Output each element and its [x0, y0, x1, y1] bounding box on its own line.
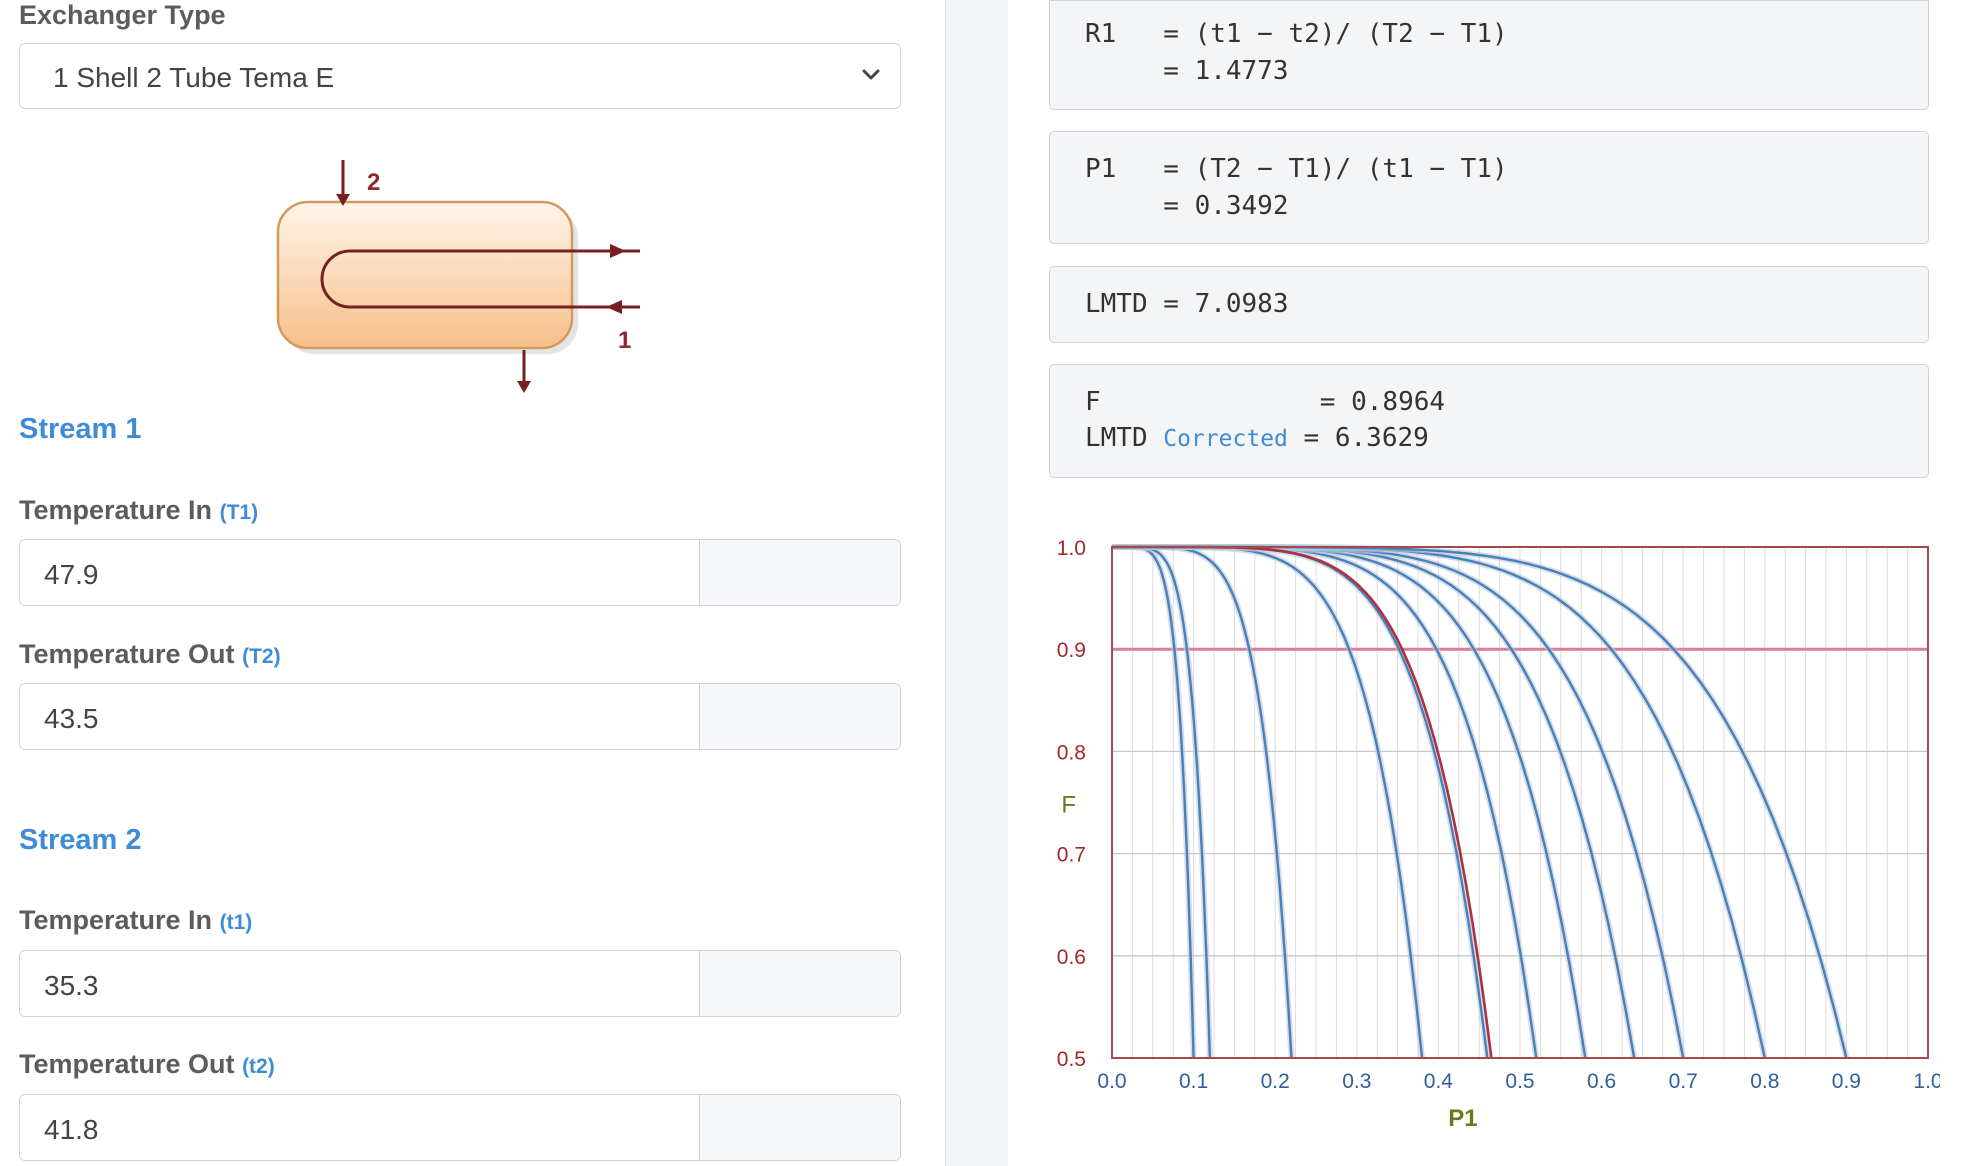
- x-axis-label: P1: [1448, 1105, 1477, 1132]
- stream2-temp-in-value: 35.3: [44, 970, 99, 1001]
- lmtd-corrected-prefix: LMTD: [1085, 423, 1164, 453]
- stream1-temp-out-sub: (T2): [242, 645, 281, 668]
- corrected-word: Corrected: [1163, 426, 1288, 452]
- r1-formula: R1 = (t1 − t2)/ (T2 − T1): [1085, 19, 1508, 49]
- exchanger-type-value: 1 Shell 2 Tube Tema E: [53, 62, 335, 93]
- x-tick-label: 0.2: [1261, 1070, 1290, 1093]
- stream2-temp-out-label-text: Temperature Out: [19, 1049, 235, 1079]
- x-tick-label: 0.0: [1097, 1070, 1126, 1093]
- stream1-temp-in-label-text: Temperature In: [19, 495, 213, 525]
- x-tick-label: 0.5: [1505, 1070, 1534, 1093]
- y-tick-label: 0.8: [1057, 741, 1086, 764]
- stream1-temp-in-addon: [699, 540, 900, 605]
- lmtd-corrected-line: LMTD Corrected = 6.3629: [1085, 423, 1429, 453]
- panel-divider: [945, 0, 1009, 1166]
- stream1-temp-in-value: 47.9: [44, 559, 99, 590]
- stream1-temp-in-input[interactable]: 47.9: [19, 539, 901, 606]
- stream-2-title: Stream 2: [19, 824, 142, 856]
- p1-box: P1 = (T2 − T1)/ (t1 − T1) = 0.3492: [1049, 131, 1929, 244]
- correction-box: F = 0.8964 LMTD Corrected = 6.3629: [1049, 364, 1929, 478]
- lmtd-corrected-value: = 6.3629: [1287, 423, 1429, 453]
- exchanger-type-select[interactable]: 1 Shell 2 Tube Tema E: [19, 43, 901, 109]
- stream1-temp-out-label: Temperature Out (T2): [19, 639, 281, 670]
- stream2-temp-in-label-text: Temperature In: [19, 905, 213, 935]
- r1-value: = 1.4773: [1085, 56, 1289, 86]
- x-tick-label: 0.4: [1424, 1070, 1454, 1093]
- stream2-temp-out-value: 41.8: [44, 1114, 99, 1145]
- f-correction-chart: 1.0 0.9 0.8 0.7 0.6 0.5 0.0 0.1 0.2 0.3 0.4 0.5 0.6 0…: [1057, 537, 1940, 1132]
- stream1-temp-out-addon: [699, 684, 900, 749]
- stream2-temp-in-label: Temperature In (t1): [19, 905, 252, 936]
- x-tick-label: 0.6: [1587, 1070, 1616, 1093]
- x-tick-label: 0.9: [1832, 1070, 1861, 1093]
- y-tick-label: 0.5: [1057, 1048, 1086, 1071]
- stream2-temp-in-sub: (t1): [219, 911, 253, 934]
- stream1-temp-out-label-text: Temperature Out: [19, 639, 235, 669]
- y-tick-label: 0.9: [1057, 639, 1086, 662]
- chevron-down-icon: [862, 69, 880, 80]
- lmtd-value: LMTD = 7.0983: [1085, 289, 1289, 319]
- x-tick-label: 0.8: [1750, 1070, 1779, 1093]
- y-tick-label: 1.0: [1057, 537, 1086, 560]
- lmtd-box: LMTD = 7.0983: [1049, 266, 1929, 343]
- y-axis-label: F: [1061, 792, 1076, 819]
- stream-1-title: Stream 1: [19, 413, 142, 445]
- x-tick-label: 0.3: [1342, 1070, 1371, 1093]
- stream1-temp-in-sub: (T1): [219, 501, 259, 524]
- p1-value: = 0.3492: [1085, 191, 1289, 221]
- stream2-temp-out-input[interactable]: 41.8: [19, 1094, 901, 1161]
- plot-frame: [1111, 546, 1929, 1059]
- x-tick-label: 0.1: [1179, 1070, 1208, 1093]
- exchanger-diagram: 2 1: [276, 160, 640, 393]
- f-value: F = 0.8964: [1085, 387, 1446, 417]
- input-panel: Exchanger Type 1 Shell 2 Tube Tema E 2 1…: [0, 0, 945, 1166]
- stream2-temp-out-addon: [699, 1095, 900, 1160]
- stream2-temp-in-input[interactable]: 35.3: [19, 950, 901, 1017]
- stream1-temp-in-label: Temperature In (T1): [19, 495, 258, 526]
- stream1-temp-out-value: 43.5: [44, 703, 99, 734]
- stream2-temp-out-label: Temperature Out (t2): [19, 1049, 275, 1080]
- stream1-temp-out-input[interactable]: 43.5: [19, 683, 901, 750]
- x-tick-label: 1.0: [1913, 1070, 1940, 1093]
- diagram-label-2: 2: [367, 169, 380, 196]
- stream2-temp-in-addon: [699, 951, 900, 1016]
- p1-formula: P1 = (T2 − T1)/ (t1 − T1): [1085, 154, 1508, 184]
- y-tick-label: 0.6: [1057, 946, 1086, 969]
- x-tick-label: 0.7: [1669, 1070, 1698, 1093]
- exchanger-type-label: Exchanger Type: [19, 0, 226, 30]
- r1-box: R1 = (t1 − t2)/ (T2 − T1) = 1.4773: [1049, 0, 1929, 110]
- diagram-label-1: 1: [618, 327, 631, 354]
- y-tick-label: 0.7: [1057, 844, 1086, 867]
- stream2-temp-out-sub: (t2): [242, 1055, 275, 1078]
